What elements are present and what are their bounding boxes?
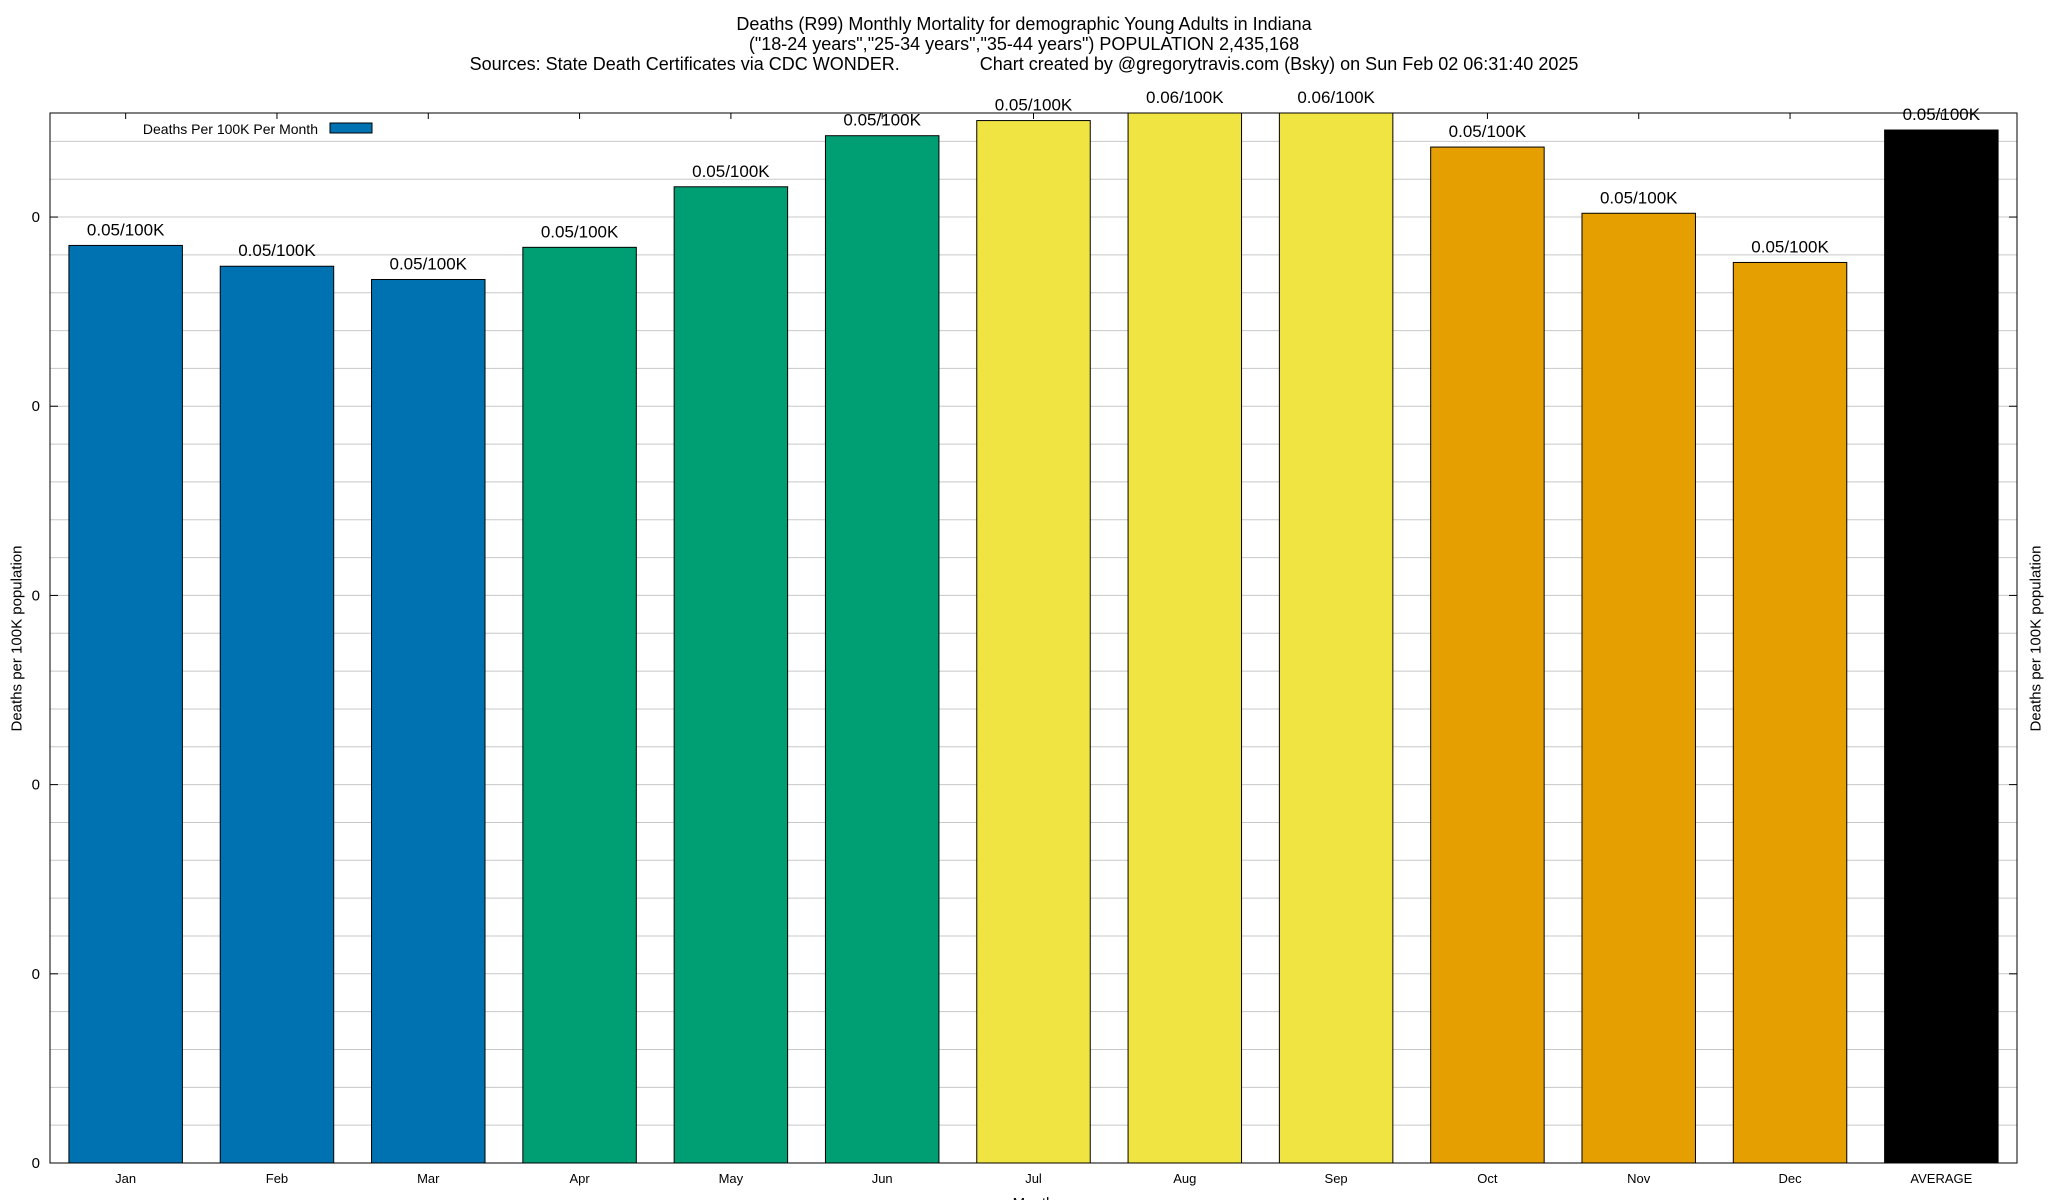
y2-axis-label: Deaths per 100K population xyxy=(2027,545,2045,731)
data-label: 0.05/100K xyxy=(87,220,165,239)
x-tick-label: Oct xyxy=(1477,1171,1498,1186)
bar-mar xyxy=(371,278,486,1164)
y-tick-label: 0 xyxy=(32,777,40,794)
data-label: 0.05/100K xyxy=(1449,122,1527,141)
bar-sep xyxy=(1278,112,1394,1164)
credit-text: Chart created by @gregorytravis.com (Bsk… xyxy=(979,54,1579,74)
data-label: 0.05/100K xyxy=(843,111,921,130)
bar-aug xyxy=(1127,112,1243,1164)
data-label: 0.05/100K xyxy=(692,162,770,181)
chart-sources-line: Sources: State Death Certificates via CD… xyxy=(0,54,2048,74)
sources-text: Sources: State Death Certificates via CD… xyxy=(469,54,900,74)
bar-feb xyxy=(219,265,335,1164)
bar-average xyxy=(1884,129,1999,1164)
x-tick-label: Mar xyxy=(417,1171,440,1186)
chart-subtitle: ("18-24 years","25-34 years","35-44 year… xyxy=(748,34,1300,54)
y-tick-label: 0 xyxy=(32,1155,40,1172)
data-label: 0.05/100K xyxy=(1751,237,1829,256)
bar-dec xyxy=(1732,261,1848,1164)
x-tick-label: Feb xyxy=(266,1171,288,1186)
bar-jan xyxy=(68,244,183,1164)
bar-may xyxy=(673,186,789,1164)
bar-nov xyxy=(1581,212,1696,1164)
x-axis-label: Month xyxy=(1013,1195,1055,1200)
legend-label: Deaths Per 100K Per Month xyxy=(143,121,318,137)
y-tick-label: 0 xyxy=(32,398,40,415)
x-tick-label: Nov xyxy=(1627,1171,1651,1186)
x-tick-label: Jul xyxy=(1025,1171,1042,1186)
x-tick-label: Jun xyxy=(872,1171,893,1186)
x-tick-label: Jan xyxy=(115,1171,136,1186)
y-axis-label: Deaths per 100K population xyxy=(8,545,26,731)
data-label: 0.06/100K xyxy=(1297,88,1375,107)
data-label: 0.05/100K xyxy=(390,254,468,273)
plot-frame xyxy=(49,112,2018,1164)
bar-oct xyxy=(1430,146,1545,1164)
data-label: 0.05/100K xyxy=(1903,105,1981,124)
x-tick-label: Sep xyxy=(1325,1171,1348,1186)
data-label: 0.05/100K xyxy=(541,222,619,241)
y-tick-label: 0 xyxy=(32,966,40,983)
data-label: 0.06/100K xyxy=(1146,88,1224,107)
data-label: 0.05/100K xyxy=(238,241,316,260)
y-tick-label: 0 xyxy=(32,209,40,226)
x-tick-label: Apr xyxy=(569,1171,590,1186)
bar-jul xyxy=(976,120,1091,1164)
legend-swatch xyxy=(329,122,373,134)
chart-title: Deaths (R99) Monthly Mortality for demog… xyxy=(736,14,1312,34)
data-label: 0.05/100K xyxy=(995,96,1073,115)
bar-jun xyxy=(824,135,940,1164)
y-tick-label: 0 xyxy=(32,587,40,604)
x-tick-label: Dec xyxy=(1778,1171,1802,1186)
data-label: 0.05/100K xyxy=(1600,188,1678,207)
x-tick-label: Aug xyxy=(1173,1171,1196,1186)
x-tick-label: AVERAGE xyxy=(1910,1171,1972,1186)
x-tick-label: May xyxy=(719,1171,744,1186)
bar-apr xyxy=(522,246,637,1164)
